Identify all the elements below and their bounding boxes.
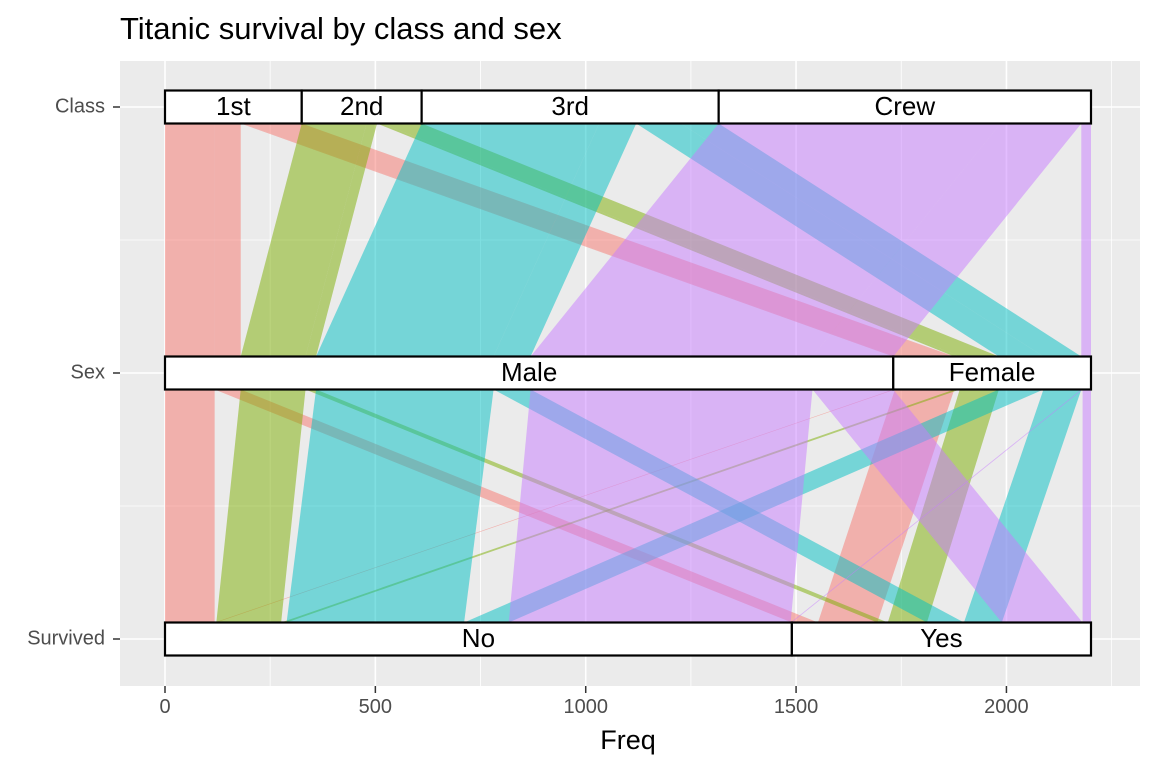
flow-Crew-Female-Yes-Sex-Survived xyxy=(1082,389,1091,623)
stratum-class-crew xyxy=(717,89,1093,125)
stratum-class-2nd xyxy=(300,89,423,125)
flow-Crew-Male-Yes-Sex-Survived xyxy=(812,389,1083,623)
flow-1st-Male-No-Class-Sex xyxy=(165,123,215,357)
stratum-class-1st xyxy=(163,89,303,125)
stratum-label-1st: 1st xyxy=(216,91,251,121)
stratum-sex-female xyxy=(892,355,1093,391)
stratum-label-yes: Yes xyxy=(920,623,962,653)
flow-Crew-Female-Yes-Class-Sex xyxy=(1082,123,1091,357)
y-tick-label-sex: Sex xyxy=(71,361,105,383)
flow-2nd-Male-No-Sex-Survived xyxy=(216,389,306,623)
strata: 1st 2nd 3rd Crew Male Female No Yes xyxy=(163,89,1093,657)
chart-title: Titanic survival by class and sex xyxy=(120,11,562,46)
x-tick-label-0: 0 xyxy=(159,696,170,718)
stratum-label-male: Male xyxy=(501,357,557,387)
y-tick-label-survived: Survived xyxy=(27,627,105,649)
flow-Crew-Male-No-Sex-Survived xyxy=(508,389,813,623)
x-tick-label-500: 500 xyxy=(359,696,392,718)
flow-Crew-Female-No-Sex-Survived xyxy=(790,389,1083,623)
flow-2nd-Male-Yes-Class-Sex xyxy=(305,123,378,357)
flows xyxy=(165,123,1091,623)
x-tick-label-1500: 1500 xyxy=(774,696,819,718)
flow-3rd-Male-No-Class-Sex xyxy=(316,123,600,357)
flow-Crew-Male-Yes-Class-Sex xyxy=(812,123,1082,357)
y-tick-label-class: Class xyxy=(55,95,105,117)
stratum-label-3rd: 3rd xyxy=(551,91,589,121)
x-axis-title: Freq xyxy=(600,725,656,755)
y-axis: Class Sex Survived xyxy=(27,95,120,649)
stratum-survived-no xyxy=(163,621,793,657)
flow-2nd-Male-No-Class-Sex xyxy=(240,123,367,357)
stratum-label-female: Female xyxy=(949,357,1036,387)
flow-3rd-Male-Yes-Class-Sex xyxy=(493,123,637,357)
flow-Crew-Female-No-Class-Sex xyxy=(1081,123,1083,357)
flow-1st-Male-Yes-Class-Sex xyxy=(214,123,241,357)
stratum-survived-yes xyxy=(790,621,1093,657)
stratum-label-no: No xyxy=(462,623,495,653)
x-tick-label-1000: 1000 xyxy=(563,696,608,718)
stratum-label-2nd: 2nd xyxy=(340,91,383,121)
flow-3rd-Male-No-Sex-Survived xyxy=(286,389,494,623)
stratum-label-crew: Crew xyxy=(874,91,935,121)
stratum-class-3rd xyxy=(420,89,720,125)
x-tick-label-2000: 2000 xyxy=(984,696,1029,718)
x-axis: 0 500 1000 1500 2000 xyxy=(159,686,1029,718)
flow-1st-Male-No-Sex-Survived xyxy=(165,389,215,623)
flow-Crew-Male-No-Class-Sex xyxy=(530,123,1001,357)
